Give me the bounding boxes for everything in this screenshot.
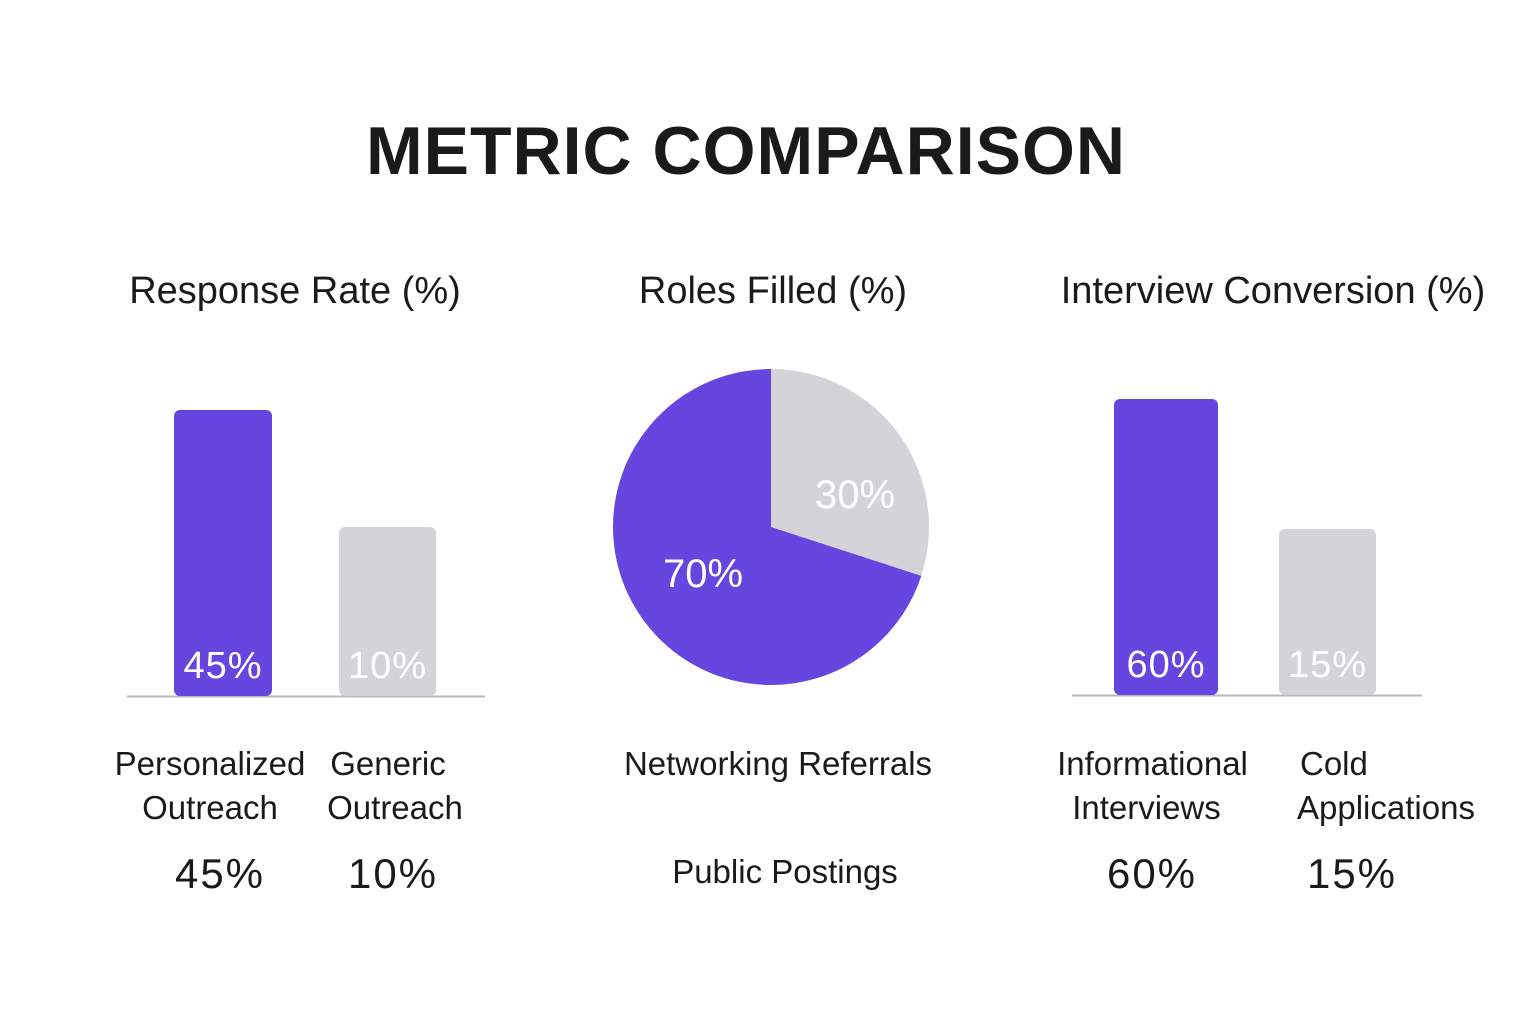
category-label: Generic Outreach <box>290 742 500 830</box>
category-label-line: Interviews <box>1072 789 1221 826</box>
bar <box>1114 399 1218 695</box>
page-title: METRIC COMPARISON <box>366 113 1126 189</box>
category-label: Personalized Outreach <box>90 742 330 830</box>
bar <box>1279 529 1376 695</box>
category-label-line: Generic <box>330 745 446 782</box>
category-label-line: Outreach <box>327 789 463 826</box>
pie-slice-label: 30% <box>815 473 895 517</box>
category-label-line: Informational <box>1057 745 1248 782</box>
pie-category-label: Networking Referrals <box>623 745 933 782</box>
category-label: Informational Interviews <box>1030 742 1275 830</box>
bar-label: 45% <box>183 645 262 687</box>
pie-category-label: Public Postings <box>672 853 898 890</box>
value-label: 60% <box>1106 850 1198 897</box>
bar-label: 15% <box>1288 644 1367 686</box>
chart-title-response-rate: Response Rate (%) <box>129 270 461 312</box>
category-label: Cold Applications <box>1280 742 1495 830</box>
category-label-line: Cold <box>1300 745 1368 782</box>
pie-slice <box>613 369 922 685</box>
category-label-line: Outreach <box>142 789 278 826</box>
pie-slice <box>771 369 929 576</box>
bar <box>339 527 436 696</box>
category-label-line: Personalized <box>114 745 306 782</box>
chart-title-interview-conversion: Interview Conversion (%) <box>1060 270 1486 312</box>
bar <box>174 410 272 696</box>
value-label: 15% <box>1306 850 1398 897</box>
category-label-line: Applications <box>1297 789 1475 826</box>
value-label: 10% <box>347 850 439 897</box>
pie-slice-label: 70% <box>663 552 743 596</box>
bar-label: 60% <box>1126 644 1205 686</box>
bar-label: 10% <box>348 645 427 687</box>
chart-title-roles-filled: Roles Filled (%) <box>638 270 908 312</box>
value-label: 45% <box>174 850 266 897</box>
